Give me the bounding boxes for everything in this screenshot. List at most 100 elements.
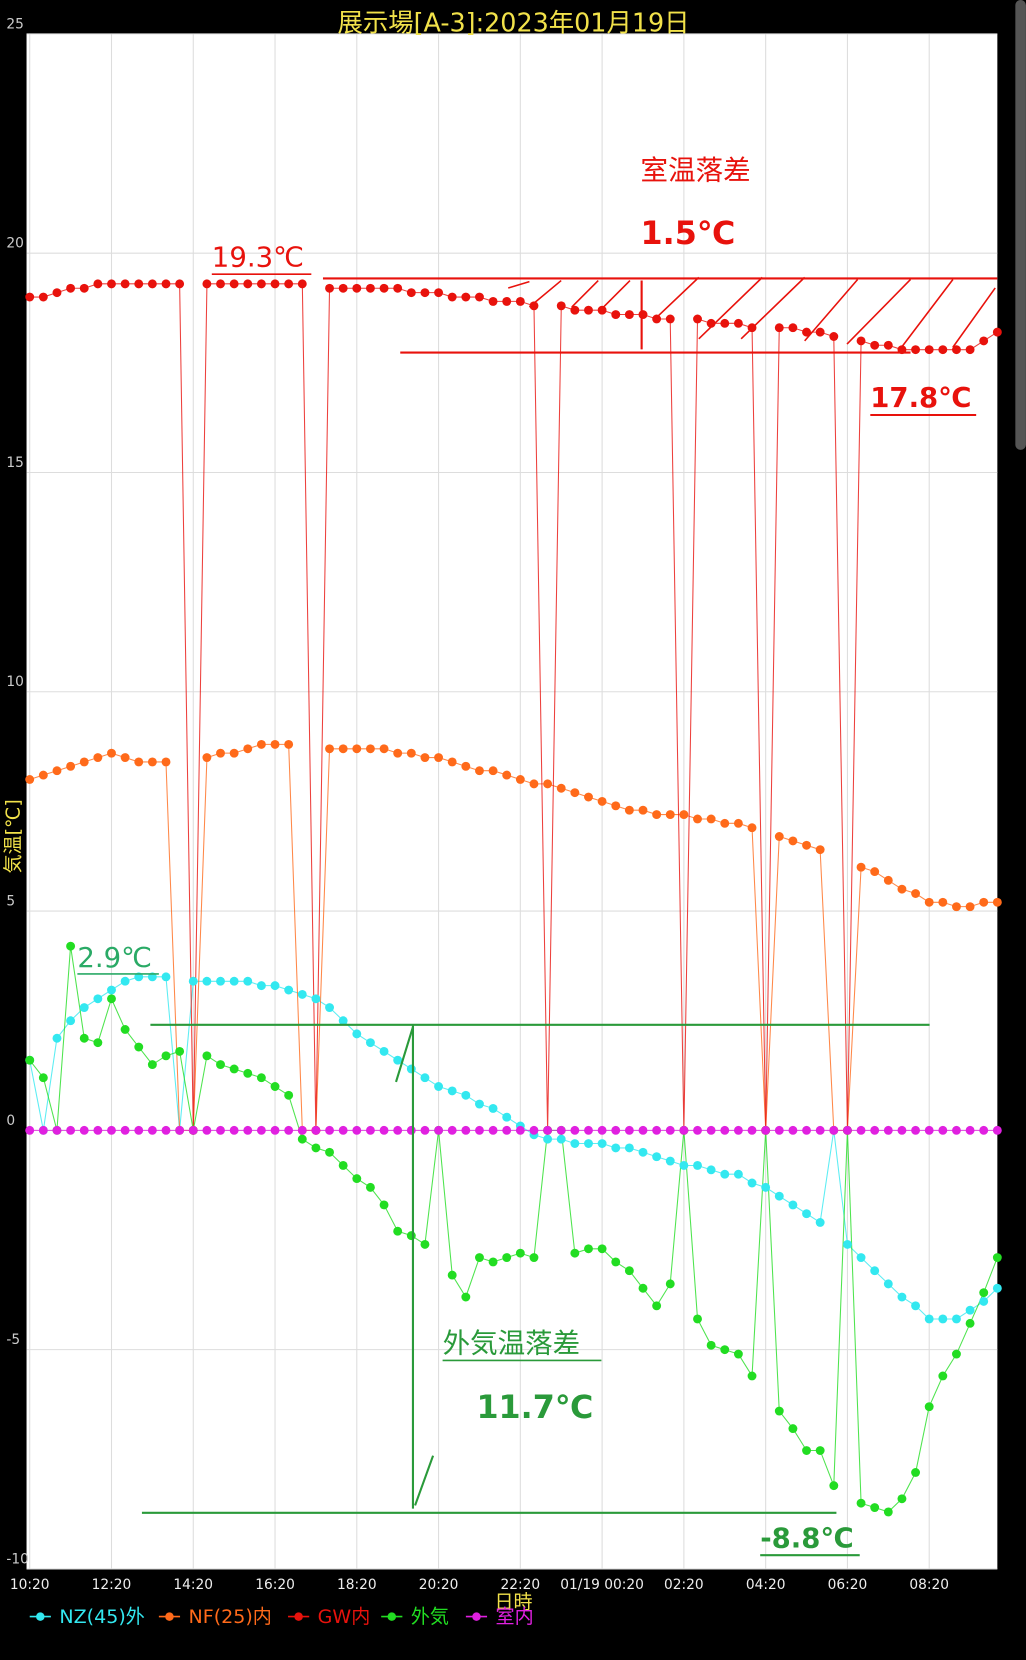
data-point <box>365 283 375 293</box>
data-point <box>393 748 403 758</box>
data-point <box>297 1134 307 1144</box>
y-axis-label: 気温[℃] <box>2 799 24 873</box>
data-point <box>243 976 253 986</box>
data-point <box>556 783 566 793</box>
data-point <box>175 1046 185 1056</box>
legend: NZ(45)外 NF(25)内 GW内 外気 室内 <box>29 1606 534 1628</box>
y-tick-label: 5 <box>6 894 15 910</box>
data-point <box>147 1060 157 1070</box>
data-point <box>284 1090 294 1100</box>
data-point <box>706 1340 716 1350</box>
data-point <box>543 779 553 789</box>
data-point <box>883 1279 893 1289</box>
data-point <box>665 1156 675 1166</box>
data-point <box>883 1125 893 1135</box>
data-point <box>243 744 253 754</box>
data-point <box>93 1125 103 1135</box>
data-point <box>897 1494 907 1504</box>
data-point <box>325 744 334 754</box>
data-point <box>502 1253 512 1262</box>
data-point <box>529 1253 539 1262</box>
data-point <box>543 1125 553 1135</box>
data-point <box>311 994 321 1004</box>
data-point <box>938 1371 948 1381</box>
data-point <box>570 305 580 315</box>
data-point <box>733 318 743 328</box>
data-point <box>856 1125 866 1135</box>
data-point <box>66 1125 76 1135</box>
data-point <box>597 305 607 315</box>
data-point <box>802 1125 811 1135</box>
data-point <box>284 279 294 289</box>
data-point <box>25 775 35 784</box>
data-point <box>406 1125 416 1135</box>
annotation: 外気温落差 <box>443 1328 581 1360</box>
y-tick-label: -5 <box>6 1332 20 1348</box>
data-point <box>911 889 921 898</box>
data-point <box>774 1125 784 1135</box>
data-point <box>720 1125 730 1135</box>
data-point <box>120 279 130 289</box>
data-point <box>911 1125 921 1135</box>
data-point <box>216 748 225 758</box>
data-point <box>420 1073 430 1083</box>
data-point <box>638 1147 648 1157</box>
data-point <box>270 739 280 749</box>
data-point <box>79 283 89 293</box>
x-tick-label: 14:20 <box>173 1577 213 1593</box>
data-point <box>638 310 648 320</box>
data-point <box>406 1064 416 1074</box>
annotation: 17.8℃ <box>870 382 971 414</box>
data-point <box>788 836 798 846</box>
data-point <box>38 1073 48 1083</box>
x-tick-label: 01/19 00:20 <box>560 1577 644 1593</box>
data-point <box>584 1139 593 1148</box>
data-point <box>284 985 294 995</box>
data-point <box>870 1125 880 1135</box>
data-point <box>938 1314 948 1324</box>
legend-label: 外気 <box>411 1606 449 1628</box>
data-point <box>352 283 362 293</box>
data-point <box>911 345 921 355</box>
legend-marker <box>387 1612 397 1621</box>
data-point <box>747 1178 757 1188</box>
data-point <box>229 1125 239 1135</box>
data-point <box>79 757 89 767</box>
data-point <box>502 770 512 780</box>
data-point <box>338 283 348 293</box>
annotations: 室温落差 1.5℃ 19.3℃ 17.8℃ 2.9℃ 外気温落差 11.7℃ -… <box>77 155 998 1557</box>
data-point <box>338 1161 348 1170</box>
legend-marker <box>36 1612 45 1621</box>
data-point <box>256 739 266 749</box>
data-point <box>311 1125 321 1135</box>
legend-label: NF(25)内 <box>189 1606 272 1628</box>
data-point <box>638 1283 648 1293</box>
data-point <box>720 1345 730 1355</box>
data-point <box>297 989 307 999</box>
data-point <box>706 1125 716 1135</box>
data-point <box>897 1125 907 1135</box>
data-point <box>66 1016 76 1026</box>
data-point <box>965 1305 975 1315</box>
data-point <box>529 1125 539 1135</box>
data-point <box>325 1125 334 1135</box>
data-point <box>120 976 130 986</box>
data-point <box>434 753 444 763</box>
data-point <box>488 1125 498 1135</box>
data-point <box>897 884 907 894</box>
data-point <box>829 1481 839 1491</box>
data-point <box>475 1099 484 1109</box>
data-point <box>842 1125 852 1135</box>
data-point <box>706 1165 716 1175</box>
data-point <box>38 1125 48 1135</box>
data-point <box>420 1125 430 1135</box>
data-point <box>202 1125 212 1135</box>
data-point <box>25 292 35 302</box>
data-point <box>733 1169 743 1179</box>
data-point <box>447 1270 457 1280</box>
data-point <box>570 788 580 798</box>
data-point <box>502 1125 512 1135</box>
data-point <box>161 972 171 982</box>
data-point <box>815 1125 825 1135</box>
data-point <box>325 1147 334 1157</box>
